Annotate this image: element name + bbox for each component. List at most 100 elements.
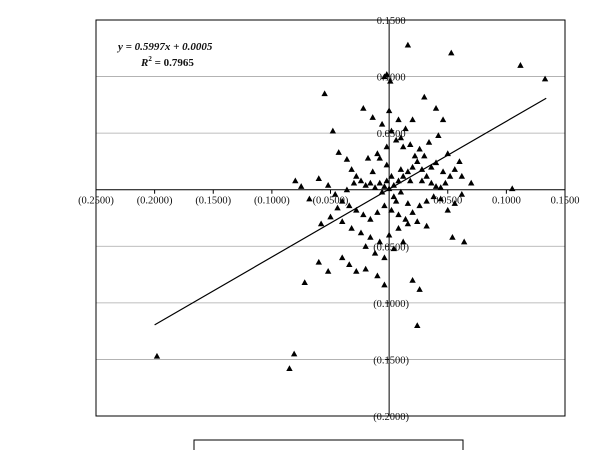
data-point xyxy=(404,220,412,227)
data-point xyxy=(367,179,374,186)
data-point xyxy=(381,281,388,288)
data-point xyxy=(385,107,393,114)
data-point xyxy=(439,168,447,175)
y-tick-label: 0.0500 xyxy=(377,129,406,140)
data-point xyxy=(407,177,414,184)
data-point xyxy=(451,200,458,206)
y-tick-label: 0.1500 xyxy=(377,16,406,27)
data-point xyxy=(435,132,442,138)
data-point xyxy=(399,172,407,179)
data-point xyxy=(335,149,342,155)
data-point xyxy=(397,188,405,195)
data-point xyxy=(353,172,360,179)
y-tick-label: (0.2000) xyxy=(373,412,409,423)
data-point xyxy=(378,188,386,195)
data-point xyxy=(446,172,454,179)
data-point xyxy=(414,218,421,224)
data-point xyxy=(423,172,430,179)
data-point xyxy=(409,163,416,170)
data-point xyxy=(449,234,456,240)
r-squared-value: = 0.7965 xyxy=(152,57,195,69)
data-point xyxy=(448,49,455,56)
axes xyxy=(95,19,566,417)
data-point xyxy=(348,224,355,231)
data-point xyxy=(329,127,337,134)
data-point xyxy=(407,141,414,148)
data-point xyxy=(414,158,421,164)
y-tick-label: (0.1000) xyxy=(373,299,409,310)
x-tick-label: (0.1000) xyxy=(254,196,290,207)
data-point xyxy=(297,183,305,189)
data-point xyxy=(383,143,390,150)
data-point xyxy=(392,136,400,143)
regression-equation: y = 0.5997x + 0.0005 xyxy=(116,41,213,53)
data-points xyxy=(153,41,549,372)
x-tick-label: (0.0500) xyxy=(313,196,349,207)
data-point xyxy=(315,258,322,265)
data-point xyxy=(381,183,388,189)
data-point xyxy=(517,62,524,68)
data-point xyxy=(385,231,393,238)
data-point xyxy=(421,93,428,100)
data-point xyxy=(458,191,466,197)
data-point xyxy=(339,254,346,261)
data-point xyxy=(362,243,369,249)
data-point xyxy=(399,143,407,150)
data-point xyxy=(290,350,298,357)
data-point xyxy=(153,352,161,359)
data-point xyxy=(339,218,346,224)
data-point xyxy=(331,191,339,197)
data-point xyxy=(321,90,328,97)
data-point xyxy=(460,238,468,245)
data-point xyxy=(357,177,365,184)
data-point xyxy=(397,166,405,172)
data-point xyxy=(395,177,402,184)
trendline xyxy=(154,97,547,326)
data-point xyxy=(334,204,341,211)
data-point xyxy=(292,177,299,184)
data-point xyxy=(376,238,383,245)
data-point xyxy=(432,183,440,189)
data-point xyxy=(428,163,435,170)
data-point xyxy=(395,211,402,218)
data-point xyxy=(442,179,449,186)
data-point xyxy=(383,177,390,184)
data-point xyxy=(402,125,409,132)
data-point xyxy=(371,184,379,191)
data-point xyxy=(327,213,334,220)
data-point xyxy=(346,261,353,267)
data-point xyxy=(423,197,430,204)
data-point xyxy=(374,272,381,279)
x-tick-label: 0.1000 xyxy=(492,196,521,207)
r-squared-label: R2 = 0.7965 xyxy=(140,55,194,69)
data-point xyxy=(367,215,374,222)
data-point xyxy=(432,105,440,111)
data-point xyxy=(468,179,475,186)
data-point xyxy=(360,105,367,111)
data-point xyxy=(374,209,381,215)
data-point xyxy=(362,265,369,272)
data-point xyxy=(404,41,412,48)
y-tick-label: (0.0500) xyxy=(373,242,409,253)
data-point xyxy=(444,206,451,213)
data-point xyxy=(428,179,435,186)
data-point xyxy=(364,154,372,161)
data-point xyxy=(367,234,374,240)
data-point xyxy=(371,249,379,256)
x-tick-label: (0.2500) xyxy=(78,196,114,207)
data-point xyxy=(456,158,463,164)
data-point xyxy=(388,172,395,179)
data-point xyxy=(353,267,360,274)
y-tick-label: (0.1500) xyxy=(373,355,409,366)
data-point xyxy=(324,267,332,274)
data-point xyxy=(402,215,409,222)
data-point xyxy=(439,116,447,123)
data-point xyxy=(395,224,402,231)
data-point xyxy=(416,286,423,292)
data-point xyxy=(315,175,322,181)
data-point xyxy=(306,195,313,202)
data-point xyxy=(286,365,293,372)
data-point xyxy=(376,154,383,161)
data-point xyxy=(343,186,351,193)
data-point xyxy=(392,197,400,204)
